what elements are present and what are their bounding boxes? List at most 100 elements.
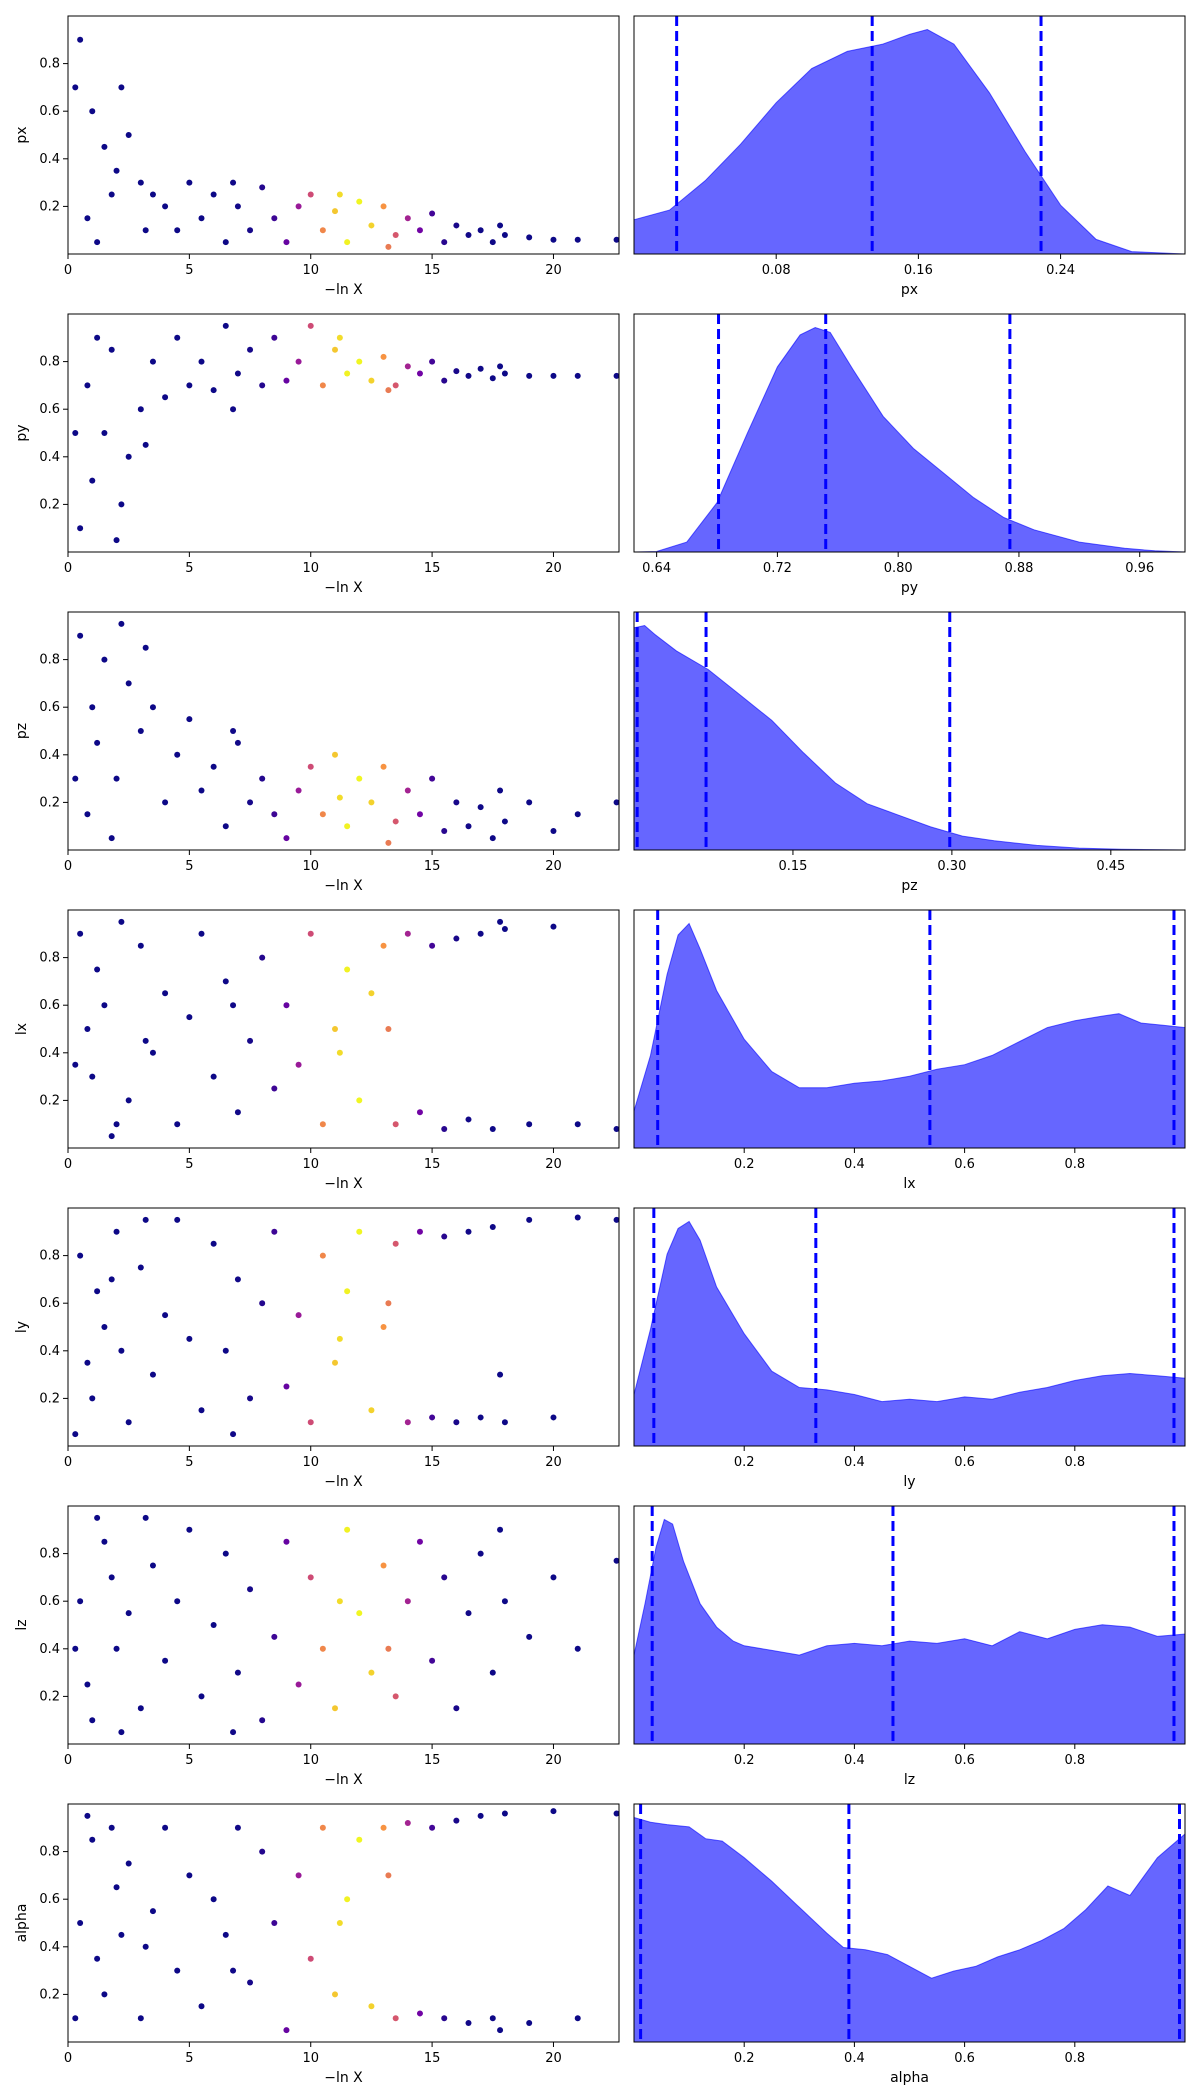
scatter-point-pz-9: [162, 799, 169, 806]
scatter-point-ly-46: [230, 1431, 237, 1438]
scatter-point-alpha-4: [84, 1812, 91, 1819]
scatter-point-ly-44: [108, 1276, 115, 1283]
scatter-point-ly-43: [118, 1347, 125, 1354]
scatter-point-py-34: [465, 372, 472, 379]
x-tick-label-13: 0.8: [1064, 2051, 1085, 2066]
scatter-point-lz-38: [526, 1633, 533, 1640]
scatter-point-ly-27: [380, 1324, 387, 1330]
axes-frame-8: [67, 1207, 620, 1447]
scatter-point-ly-6: [125, 1419, 132, 1426]
scatter-point-lx-28: [392, 1121, 399, 1128]
scatter-point-pz-4: [84, 811, 91, 818]
scatter-point-alpha-34: [465, 2019, 472, 2026]
scatter-point-lx-37: [501, 926, 508, 933]
scatter-point-pz-49: [497, 787, 504, 794]
x-tick-label-1: 0.24: [1046, 263, 1075, 278]
x-tick-label-0: 0: [64, 263, 72, 278]
x-axis-label-5: pz: [901, 878, 917, 894]
scatter-point-lz-34: [465, 1610, 472, 1617]
scatter-point-lx-34: [465, 1116, 472, 1123]
scatter-point-lx-21: [307, 930, 314, 937]
scatter-point-py-24: [344, 370, 351, 377]
x-tick-label-3: 0.96: [1125, 561, 1154, 576]
scatter-point-alpha-20: [295, 1872, 302, 1879]
scatter-point-px-41: [613, 236, 619, 243]
axes-frame-2: [67, 313, 620, 553]
scatter-point-ly-7: [137, 1264, 144, 1271]
axes-frame-11: [633, 1505, 1186, 1745]
y-tick-label-8: 0.8: [39, 1249, 60, 1264]
axes-frame-10: [67, 1505, 620, 1745]
scatter-point-lx-48: [385, 1026, 392, 1032]
scatter-point-px-20: [295, 203, 302, 210]
scatter-point-lx-11: [186, 1014, 193, 1021]
scatter-point-lx-14: [222, 978, 229, 985]
scatter-point-lz-20: [295, 1681, 302, 1688]
scatter-point-lz-1: [89, 1717, 96, 1724]
scatter-point-pz-31: [429, 775, 436, 782]
x-tick-label-0: 5: [185, 263, 193, 278]
scatter-point-alpha-40: [574, 2015, 581, 2022]
scatter-point-py-49: [497, 363, 504, 370]
y-tick-label-12: 0.8: [39, 1845, 60, 1860]
scatter-point-lx-36: [489, 1125, 496, 1132]
x-tick-label-1: 0.16: [904, 263, 933, 278]
scatter-point-lx-1: [89, 1073, 96, 1080]
scatter-point-pz-37: [501, 818, 508, 825]
scatter-point-lx-20: [295, 1061, 302, 1068]
scatter-point-alpha-22: [319, 1824, 326, 1831]
scatter-point-alpha-49: [497, 2027, 504, 2034]
scatter-point-ly-10: [174, 1216, 181, 1223]
y-axis-label-10: lz: [14, 1619, 30, 1630]
scatter-point-alpha-21: [307, 1955, 314, 1962]
scatter-point-lx-25: [356, 1097, 363, 1104]
y-tick-label-10: 0.8: [39, 1547, 60, 1562]
y-tick-label-12: 0.2: [39, 1987, 60, 2002]
scatter-point-px-40: [574, 236, 581, 243]
scatter-point-alpha-15: [234, 1824, 241, 1831]
scatter-point-lz-36: [489, 1669, 496, 1676]
scatter-point-lz-22: [319, 1645, 326, 1652]
scatter-point-lz-48: [385, 1645, 392, 1652]
scatter-point-alpha-46: [230, 1967, 237, 1974]
x-axis-label-6: −ln X: [324, 1176, 363, 1192]
y-tick-label-8: 0.2: [39, 1391, 60, 1406]
y-axis-label-2: py: [14, 424, 30, 441]
scatter-point-lz-41: [613, 1557, 619, 1564]
scatter-point-lz-27: [380, 1562, 387, 1569]
scatter-point-lx-16: [247, 1037, 254, 1044]
scatter-point-alpha-7: [137, 2015, 144, 2022]
scatter-point-pz-16: [247, 799, 254, 806]
scatter-point-pz-17: [259, 775, 266, 782]
axes-frame-9: [633, 1207, 1186, 1447]
axes-frame-1: [633, 15, 1186, 255]
scatter-point-py-19: [283, 377, 290, 384]
scatter-point-lz-14: [222, 1550, 229, 1557]
scatter-point-ly-37: [501, 1419, 508, 1426]
scatter-point-alpha-35: [477, 1812, 484, 1819]
scatter-point-ly-41: [613, 1216, 619, 1223]
scatter-point-py-11: [186, 382, 193, 389]
scatter-point-ly-15: [234, 1276, 241, 1283]
x-tick-label-12: 10: [302, 2051, 319, 2066]
scatter-point-px-32: [441, 239, 448, 246]
scatter-point-lz-6: [125, 1610, 132, 1617]
scatter-point-py-13: [210, 387, 217, 394]
scatter-point-alpha-23: [332, 1991, 339, 1998]
x-tick-label-3: 0.64: [642, 561, 671, 576]
x-axis-label-3: py: [901, 580, 918, 596]
scatter-point-lz-17: [259, 1717, 266, 1724]
scatter-point-py-17: [259, 382, 266, 389]
scatter-point-px-1: [89, 108, 96, 115]
scatter-point-lz-10: [174, 1598, 181, 1605]
scatter-point-pz-28: [392, 818, 399, 825]
scatter-point-lx-24: [344, 966, 351, 973]
scatter-point-lz-24: [344, 1526, 351, 1533]
y-tick-label-10: 0.6: [39, 1594, 60, 1609]
scatter-point-lz-25: [356, 1610, 363, 1617]
scatter-point-px-35: [477, 227, 484, 234]
scatter-point-pz-3: [113, 775, 120, 782]
scatter-point-ly-21: [307, 1419, 314, 1426]
scatter-point-pz-43: [118, 620, 125, 627]
scatter-point-lz-26: [368, 1669, 375, 1676]
